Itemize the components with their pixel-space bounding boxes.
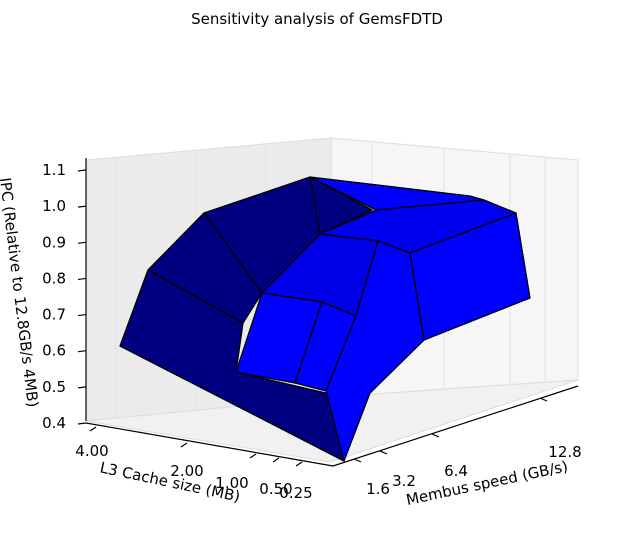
z-tick-label: 0.6 [42,342,66,360]
z-axis-ticks: 0.4 0.5 0.6 0.7 0.8 0.9 1.0 1.1 [42,161,87,432]
z-tick-mark [77,386,87,389]
x-tick-label: 12.8 [548,443,581,461]
y-tick-mark [89,426,97,432]
z-tick-label: 1.0 [42,197,66,215]
surface-patch [409,212,531,341]
z-tick-label: 0.8 [42,269,66,287]
surface [119,176,531,462]
z-tick-label: 0.4 [42,414,66,432]
y-axis-ticks: 0.250.50 1.00 2.00 4.00 [75,426,313,502]
y-tick-mark [180,442,188,448]
axes [85,158,579,467]
z-tick-mark [77,313,87,317]
y-tick-label: 1.00 [215,474,248,492]
x-axis-ticks: 1.6 3.2 6.4 12.8 [353,397,582,498]
x-tick-mark [431,433,440,438]
y-tick-mark [272,457,280,463]
z-tick-mark [77,277,87,281]
x-tick-mark [353,458,362,463]
z-tick-mark [77,350,87,353]
y-tick-label: 2.00 [170,462,203,480]
y-tick-label: 4.00 [75,442,108,460]
z-tick-mark [77,169,87,172]
z-tick-mark [77,422,87,425]
y-tick-label: 0.50 [259,480,292,498]
x-tick-mark [539,397,548,402]
chart-title: Sensitivity analysis of GemsFDTD [191,10,443,28]
z-tick-label: 0.9 [42,233,66,251]
x-tick-label: 1.6 [366,480,390,498]
z-tick-mark [77,241,87,244]
x-tick-label: 6.4 [444,462,468,480]
y-tick-mark [249,453,257,459]
y-tick-label: 0.25 [279,484,312,502]
z-tick-label: 1.1 [42,161,66,179]
z-tick-label: 0.7 [42,306,66,324]
x-tick-label: 3.2 [392,472,416,490]
y-tick-mark [295,461,303,467]
x-axis-label: Membus speed (GB/s) [404,457,569,509]
z-tick-label: 0.5 [42,378,66,396]
surface-patch [309,176,373,235]
x-tick-mark [379,450,388,455]
z-tick-mark [77,205,87,208]
z-axis-label: IPC (Relative to 12.8GB/s 4MB) [0,177,42,409]
